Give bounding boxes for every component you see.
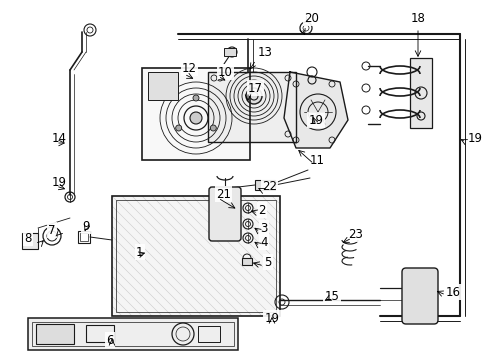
Text: 13: 13 [258,45,272,59]
Text: 22: 22 [262,180,276,193]
Circle shape [245,88,262,104]
Text: 19: 19 [308,113,323,126]
Text: 12: 12 [182,62,197,75]
Bar [198,326,220,342]
Bar [207,72,295,142]
Text: 14: 14 [52,131,67,144]
Text: 16: 16 [445,285,460,298]
Polygon shape [284,72,347,148]
Text: 2: 2 [258,203,265,216]
Text: 21: 21 [216,188,230,201]
Text: 7: 7 [48,224,56,237]
Text: 1: 1 [136,246,143,258]
Bar [86,325,114,342]
Text: 5: 5 [264,256,271,269]
Text: 19: 19 [467,131,482,144]
Text: 20: 20 [304,12,319,24]
Bar [409,58,431,128]
Bar [36,324,74,344]
Text: 23: 23 [347,228,362,240]
Bar [142,68,249,160]
Bar [32,322,234,346]
Bar [148,72,178,100]
Bar [78,231,90,243]
Bar [112,196,280,316]
Text: 3: 3 [260,221,267,234]
Bar [28,318,238,350]
Circle shape [210,125,216,131]
Text: 11: 11 [309,153,325,166]
Text: 17: 17 [247,81,263,95]
Bar [22,233,38,249]
Bar [242,258,251,265]
Bar [142,68,249,160]
Bar [116,200,275,312]
Bar [80,233,88,241]
FancyBboxPatch shape [208,187,241,241]
Circle shape [193,95,199,101]
Text: 9: 9 [82,220,90,233]
Text: 18: 18 [410,12,425,24]
Text: 19: 19 [52,176,67,189]
Text: 4: 4 [260,235,267,248]
Bar [112,196,280,316]
FancyBboxPatch shape [401,268,437,324]
Text: 10: 10 [218,66,232,78]
Text: 15: 15 [324,289,339,302]
Circle shape [190,112,202,124]
Text: 19: 19 [264,311,279,324]
Text: 8: 8 [24,231,32,244]
Circle shape [175,125,182,131]
Bar [254,180,274,190]
Bar [224,48,236,56]
Text: 6: 6 [106,333,114,346]
